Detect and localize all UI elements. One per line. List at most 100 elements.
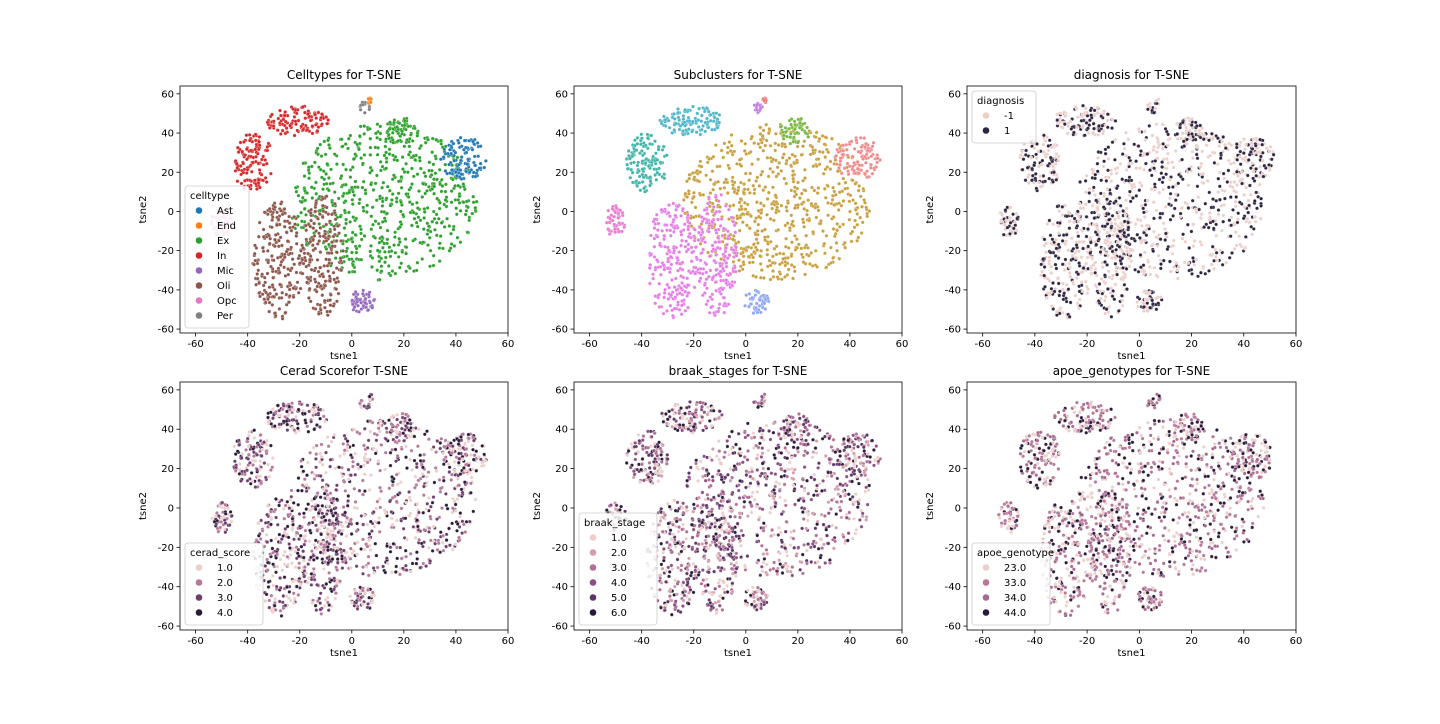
data-point — [1088, 191, 1091, 194]
data-point — [1107, 157, 1110, 160]
data-point — [778, 263, 781, 266]
data-point — [403, 145, 406, 148]
data-point — [1026, 166, 1029, 169]
data-point — [254, 283, 257, 286]
data-point — [793, 206, 796, 209]
data-point — [775, 245, 778, 248]
data-point — [1104, 225, 1107, 228]
data-point — [321, 188, 324, 191]
data-point — [1208, 211, 1211, 214]
data-point — [789, 164, 792, 167]
data-point — [1062, 298, 1065, 301]
data-point — [1165, 157, 1168, 160]
x-tick-label: 0 — [1136, 339, 1142, 350]
data-point — [434, 138, 437, 141]
data-point — [839, 157, 842, 160]
data-point — [412, 175, 415, 178]
data-point — [657, 148, 660, 151]
data-point — [761, 134, 764, 137]
data-point — [719, 264, 722, 267]
data-point — [858, 164, 861, 167]
data-point — [1138, 236, 1141, 239]
data-point — [1226, 180, 1229, 183]
data-point — [468, 219, 471, 222]
data-point — [1050, 271, 1053, 274]
data-point — [731, 176, 734, 179]
data-point — [435, 221, 438, 224]
data-point — [653, 167, 656, 170]
data-point — [472, 171, 475, 174]
data-point — [1113, 218, 1116, 221]
data-point — [706, 299, 709, 302]
data-point — [1041, 257, 1044, 260]
data-point — [396, 159, 399, 162]
data-point — [1230, 216, 1233, 219]
data-point — [628, 157, 631, 160]
data-point — [362, 463, 365, 466]
data-point — [682, 133, 685, 136]
data-point — [281, 317, 284, 320]
data-point — [706, 161, 709, 164]
data-point — [683, 223, 686, 226]
data-point — [462, 182, 465, 185]
data-point — [1137, 270, 1140, 273]
data-point — [1171, 185, 1174, 188]
data-point — [324, 258, 327, 261]
data-point — [1077, 307, 1080, 310]
data-point — [457, 163, 460, 166]
data-point — [709, 306, 712, 309]
data-point — [753, 192, 756, 195]
data-point — [1151, 134, 1154, 137]
data-point — [748, 292, 751, 295]
data-point — [848, 218, 851, 221]
data-point — [1233, 180, 1236, 183]
data-point — [719, 275, 722, 278]
data-point — [1134, 222, 1137, 225]
data-point — [272, 124, 275, 127]
data-point — [479, 162, 482, 165]
data-point — [687, 235, 690, 238]
data-point — [704, 121, 707, 124]
data-point — [352, 157, 355, 160]
data-point — [1171, 252, 1174, 255]
data-point — [771, 170, 774, 173]
data-point — [669, 229, 672, 232]
data-point — [725, 265, 728, 268]
data-point — [317, 111, 320, 114]
data-point — [1237, 212, 1240, 215]
data-point — [1089, 236, 1092, 239]
data-point — [738, 229, 741, 232]
data-point — [659, 265, 662, 268]
data-point — [1197, 196, 1200, 199]
data-point — [817, 157, 820, 160]
data-point — [426, 206, 429, 209]
data-point — [404, 162, 407, 165]
data-point — [699, 233, 702, 236]
data-point — [759, 138, 762, 141]
data-point — [741, 251, 744, 254]
data-point — [1108, 202, 1111, 205]
data-point — [1046, 291, 1049, 294]
data-point — [438, 201, 441, 204]
data-point — [781, 142, 784, 145]
data-point — [1176, 277, 1179, 280]
data-point — [252, 263, 255, 266]
data-point — [756, 241, 759, 244]
legend-label: -1 — [1004, 111, 1014, 122]
data-point — [1086, 256, 1089, 259]
data-point — [372, 188, 375, 191]
data-point — [1136, 300, 1139, 303]
data-point — [1091, 132, 1094, 135]
data-point — [1212, 267, 1215, 270]
data-point — [1205, 144, 1208, 147]
data-point — [810, 186, 813, 189]
data-point — [471, 140, 474, 143]
data-point — [726, 230, 729, 233]
data-point — [357, 148, 360, 151]
data-point — [445, 217, 448, 220]
data-point — [811, 149, 814, 152]
data-point — [680, 313, 683, 316]
data-point — [1080, 256, 1083, 259]
data-point — [391, 154, 394, 157]
data-point — [690, 260, 693, 263]
